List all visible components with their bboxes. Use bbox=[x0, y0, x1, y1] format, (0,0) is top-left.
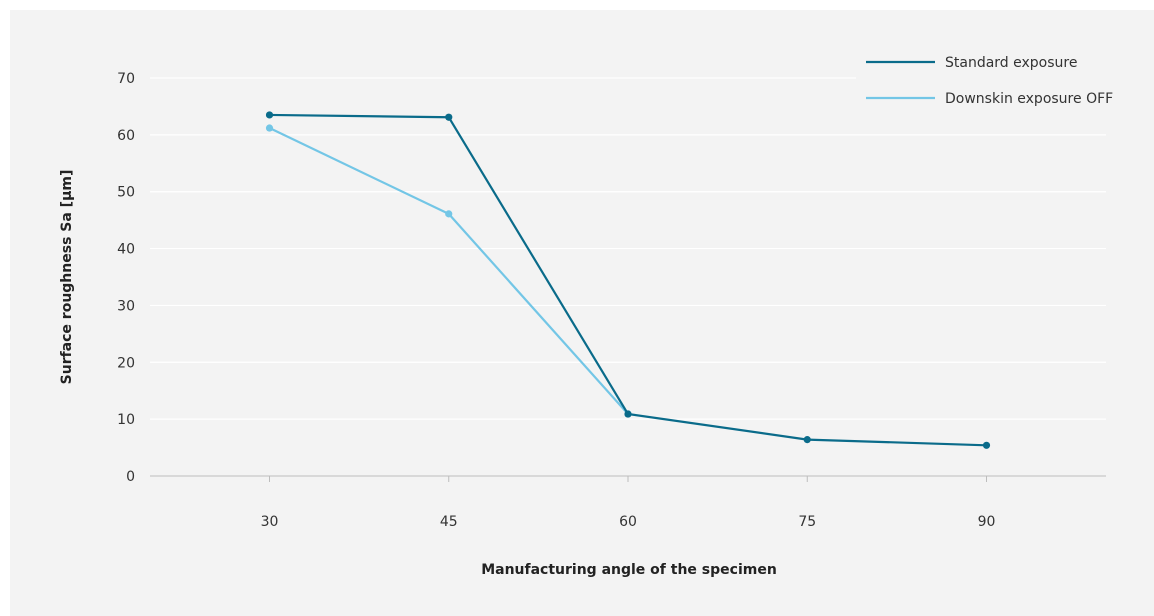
series-layer bbox=[265, 111, 991, 449]
y-tick-label: 40 bbox=[117, 242, 135, 258]
y-tick-label: 60 bbox=[117, 128, 135, 144]
series-1-point bbox=[624, 410, 632, 418]
x-tick-label: 30 bbox=[261, 514, 279, 530]
legend-background bbox=[856, 40, 1146, 120]
series-2-point bbox=[265, 124, 274, 132]
legend-label-2: Downskin exposure OFF bbox=[945, 91, 1113, 107]
x-axis-title: Manufacturing angle of the specimen bbox=[481, 562, 777, 578]
x-tick-label: 60 bbox=[619, 514, 637, 530]
series-1-point bbox=[803, 436, 811, 444]
x-tick-label: 45 bbox=[440, 514, 458, 530]
y-tick-label: 20 bbox=[117, 355, 135, 371]
y-tick-label: 70 bbox=[117, 71, 135, 87]
series-2-point bbox=[445, 210, 453, 218]
legend: Standard exposure Downskin exposure OFF bbox=[866, 55, 1113, 107]
y-axis-title: Surface roughness Sa [µm] bbox=[59, 170, 75, 385]
y-tick-label: 30 bbox=[117, 298, 135, 314]
y-tick-label: 50 bbox=[117, 185, 135, 201]
grid-lines bbox=[150, 77, 1106, 477]
x-tick-labels: 30 45 60 75 90 bbox=[261, 476, 996, 530]
series-1-point bbox=[982, 441, 991, 449]
y-tick-label: 0 bbox=[126, 469, 135, 485]
y-tick-label: 10 bbox=[117, 412, 135, 428]
y-tick-labels: 0 10 20 30 40 50 60 70 bbox=[117, 71, 135, 485]
series-line-1 bbox=[269, 113, 987, 447]
series-1-point bbox=[445, 113, 453, 121]
x-tick-label: 75 bbox=[798, 514, 816, 530]
series-1-point bbox=[265, 111, 274, 119]
legend-label-1: Standard exposure bbox=[945, 55, 1077, 71]
series-line-2 bbox=[269, 127, 629, 415]
x-tick-label: 90 bbox=[978, 514, 996, 530]
